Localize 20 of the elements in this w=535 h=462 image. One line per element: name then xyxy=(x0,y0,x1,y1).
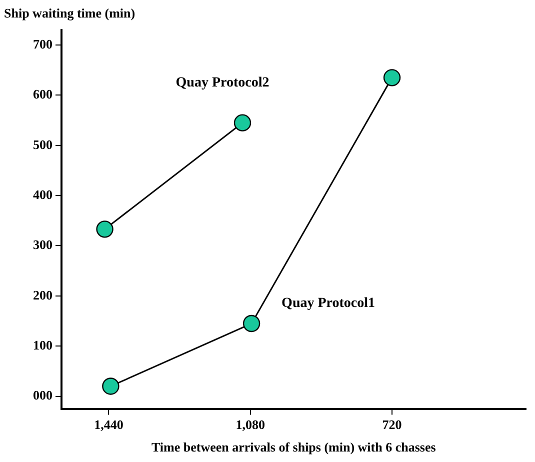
y-tick-label: 500 xyxy=(33,136,52,152)
series-label: Quay Protocol1 xyxy=(282,296,376,312)
point xyxy=(242,314,260,332)
y-tick-label: 100 xyxy=(33,337,52,352)
y-tick-label: 400 xyxy=(33,186,52,202)
x-tick-label: 720 xyxy=(382,416,402,432)
point xyxy=(234,114,252,132)
y-axis-title: Ship waiting time (min) xyxy=(4,5,136,20)
y-tick-label: 300 xyxy=(33,237,52,252)
point xyxy=(383,69,401,86)
y-tick-label: 600 xyxy=(33,86,52,102)
y-tick-label: 000 xyxy=(33,388,52,403)
point xyxy=(102,378,120,395)
y-tick-label: 200 xyxy=(33,287,52,302)
y-tick-label: 700 xyxy=(33,36,52,52)
point xyxy=(96,220,114,238)
x-tick-label: 1,440 xyxy=(94,416,124,432)
x-axis-title: Time between arrivals of ships (min) with 6 chasses xyxy=(151,440,436,455)
text: Quay Protocol2 xyxy=(176,75,270,90)
x-tick-label: 1,080 xyxy=(236,416,265,432)
